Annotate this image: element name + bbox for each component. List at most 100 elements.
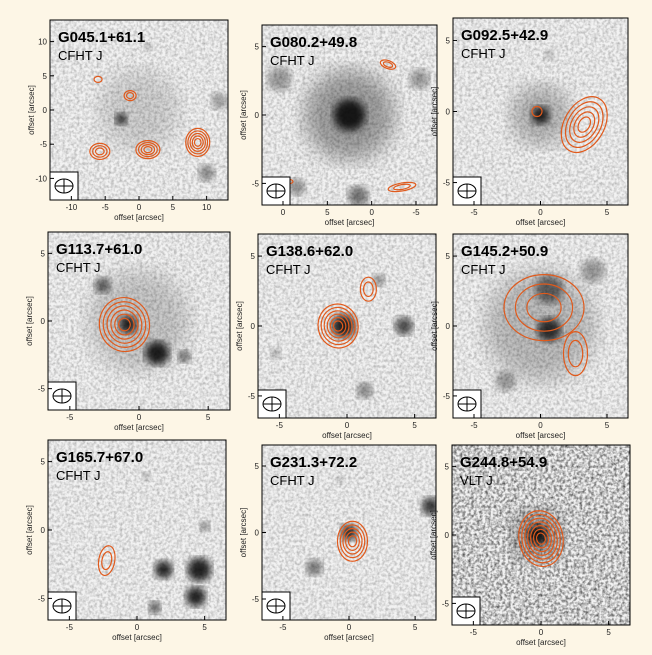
y-tick-label: 5 bbox=[41, 458, 46, 467]
source bbox=[373, 274, 385, 286]
y-tick-label: -5 bbox=[248, 392, 256, 401]
panel-title: G231.3+72.2 bbox=[270, 454, 357, 471]
y-tick-label: -5 bbox=[443, 179, 451, 188]
y-tick-label: 10 bbox=[38, 38, 47, 47]
source bbox=[89, 271, 189, 371]
panel-filter: CFHT J bbox=[270, 53, 315, 68]
y-axis-label: offset [arcsec] bbox=[27, 85, 36, 135]
source bbox=[149, 601, 161, 613]
panel-title: G244.8+54.9 bbox=[460, 454, 547, 471]
y-tick-label: -5 bbox=[38, 594, 46, 603]
x-tick-label: 0 bbox=[539, 628, 544, 637]
panel-filter: CFHT J bbox=[270, 473, 315, 488]
panel: G113.7+61.0CFHT J-50550-5offset [arcsec]… bbox=[25, 232, 230, 432]
y-axis-label: offset [arcsec] bbox=[235, 301, 244, 351]
y-tick-label: 0 bbox=[41, 317, 46, 326]
source bbox=[199, 165, 215, 181]
source bbox=[179, 351, 191, 363]
y-axis-label: offset [arcsec] bbox=[429, 510, 438, 560]
x-tick-label: 5 bbox=[606, 628, 611, 637]
x-tick-label: 5 bbox=[605, 208, 610, 217]
source bbox=[289, 179, 305, 195]
source bbox=[186, 587, 206, 607]
y-tick-label: 5 bbox=[41, 249, 46, 258]
source bbox=[410, 69, 430, 89]
y-tick-label: 5 bbox=[446, 36, 451, 45]
source bbox=[99, 70, 179, 150]
x-tick-label: 0 bbox=[281, 208, 286, 217]
y-tick-label: -5 bbox=[40, 140, 48, 149]
source bbox=[357, 382, 373, 398]
source bbox=[306, 560, 322, 576]
x-tick-label: 5 bbox=[413, 623, 418, 632]
x-tick-label: 5 bbox=[412, 421, 417, 430]
figure: G045.1+61.1 CFHT J -10 -5 0 5 10 10 5 0 -5 -10 offse… bbox=[0, 0, 652, 655]
source bbox=[348, 186, 368, 206]
x-axis-label: offset [arcsec] bbox=[516, 431, 566, 440]
y-tick-label: 5 bbox=[255, 462, 260, 471]
source bbox=[496, 371, 516, 391]
y-tick-label: 5 bbox=[445, 463, 450, 472]
y-tick-label: 5 bbox=[255, 43, 260, 52]
y-tick-label: 5 bbox=[43, 72, 48, 81]
x-tick-label: -10 bbox=[66, 203, 78, 212]
x-axis-label: offset [arcsec] bbox=[114, 213, 164, 222]
y-tick-label: 0 bbox=[446, 322, 451, 331]
x-axis-label: offset [arcsec] bbox=[114, 423, 164, 432]
x-tick-label: 0 bbox=[137, 413, 142, 422]
y-tick-label: 0 bbox=[445, 531, 450, 540]
source bbox=[155, 561, 173, 579]
y-tick-label: 5 bbox=[446, 252, 451, 261]
y-axis-label: offset [arcsec] bbox=[239, 90, 248, 140]
x-tick-label: 0 bbox=[369, 208, 374, 217]
y-tick-label: 0 bbox=[41, 526, 46, 535]
x-tick-label: 0 bbox=[135, 623, 140, 632]
x-tick-label: -5 bbox=[66, 413, 74, 422]
y-tick-label: -5 bbox=[443, 392, 451, 401]
x-tick-label: 0 bbox=[538, 208, 543, 217]
x-tick-label: 5 bbox=[206, 413, 211, 422]
y-tick-label: 0 bbox=[446, 108, 451, 117]
panel-title: G113.7+61.0 bbox=[56, 241, 142, 258]
x-tick-label: 0 bbox=[538, 421, 543, 430]
panel-filter: CFHT J bbox=[461, 46, 506, 61]
panel-filter: CFHT J bbox=[461, 262, 506, 277]
source bbox=[581, 259, 605, 283]
x-tick-label: -5 bbox=[412, 208, 420, 217]
y-axis-label: offset [arcsec] bbox=[25, 296, 34, 346]
panel-title: G045.1+61.1 bbox=[58, 29, 145, 46]
x-axis-label: offset [arcsec] bbox=[516, 218, 566, 227]
y-tick-label: -5 bbox=[252, 179, 260, 188]
panel-filter: CFHT J bbox=[56, 260, 101, 275]
x-tick-label: 0 bbox=[345, 421, 350, 430]
y-tick-label: 0 bbox=[251, 322, 256, 331]
x-tick-label: -5 bbox=[276, 421, 284, 430]
panel: G244.8+54.9 VLT J -5 0 5 5 0 -5 offset [arcsec] o… bbox=[429, 445, 630, 647]
x-tick-label: -5 bbox=[470, 628, 478, 637]
y-tick-label: 0 bbox=[255, 529, 260, 538]
panel-title: G138.6+62.0 bbox=[266, 243, 353, 260]
panel-title: G092.5+42.9 bbox=[461, 27, 548, 44]
x-axis-label: offset [arcsec] bbox=[325, 218, 375, 227]
panel-filter: VLT J bbox=[460, 473, 493, 488]
x-axis-label: offset [arcsec] bbox=[324, 633, 374, 642]
x-axis-label: offset [arcsec] bbox=[516, 638, 566, 647]
x-tick-label: 5 bbox=[202, 623, 207, 632]
x-tick-label: -5 bbox=[470, 208, 478, 217]
x-tick-label: 10 bbox=[202, 203, 211, 212]
source bbox=[200, 521, 210, 531]
y-tick-label: -10 bbox=[35, 174, 47, 183]
x-axis-label: offset [arcsec] bbox=[112, 633, 162, 642]
y-tick-label: -5 bbox=[442, 599, 450, 608]
panel-filter: CFHT J bbox=[58, 48, 103, 63]
x-tick-label: 0 bbox=[347, 623, 352, 632]
x-tick-label: -5 bbox=[470, 421, 478, 430]
source bbox=[142, 472, 150, 480]
x-tick-label: -5 bbox=[102, 203, 110, 212]
source bbox=[211, 93, 227, 109]
